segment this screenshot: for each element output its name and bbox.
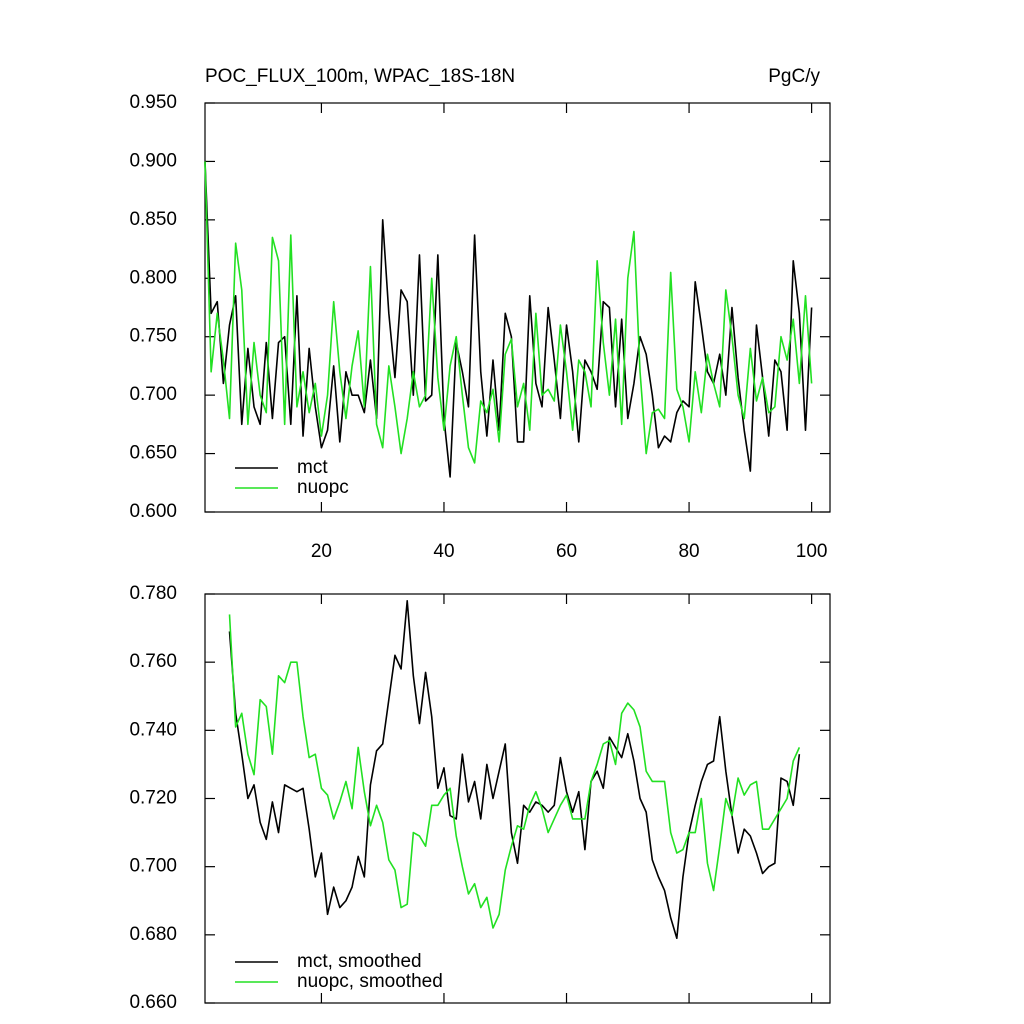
x-tick-label: 80 bbox=[678, 541, 699, 562]
y-tick-label: 0.760 bbox=[129, 651, 177, 672]
plot-frame bbox=[204, 102, 831, 513]
legend-label: nuopc, smoothed bbox=[297, 971, 443, 992]
y-tick-label: 0.600 bbox=[129, 501, 177, 522]
x-tick-label: 40 bbox=[433, 541, 454, 562]
y-tick-label: 0.660 bbox=[129, 992, 177, 1013]
series-line bbox=[204, 161, 813, 464]
y-tick-label: 0.850 bbox=[129, 209, 177, 230]
y-tick-label: 0.900 bbox=[129, 150, 177, 171]
y-tick-label: 0.650 bbox=[129, 443, 177, 464]
series-line bbox=[228, 600, 801, 940]
legend-label: mct bbox=[297, 457, 328, 478]
y-tick-label: 0.700 bbox=[129, 384, 177, 405]
y-tick-label: 0.780 bbox=[129, 583, 177, 604]
legend-label: mct, smoothed bbox=[297, 951, 422, 972]
chart-title: POC_FLUX_100m, WPAC_18S-18N bbox=[205, 66, 515, 87]
legend-label: nuopc bbox=[297, 477, 349, 498]
y-tick-label: 0.740 bbox=[129, 719, 177, 740]
x-tick-label: 20 bbox=[311, 541, 332, 562]
y-tick-label: 0.750 bbox=[129, 326, 177, 347]
x-tick-label: 100 bbox=[796, 541, 828, 562]
y-tick-label: 0.680 bbox=[129, 924, 177, 945]
series-line bbox=[228, 614, 801, 929]
units-title: PgC/y bbox=[768, 66, 820, 87]
y-tick-label: 0.700 bbox=[129, 856, 177, 877]
y-tick-label: 0.950 bbox=[129, 92, 177, 113]
x-tick-label: 60 bbox=[556, 541, 577, 562]
y-tick-label: 0.800 bbox=[129, 267, 177, 288]
y-tick-label: 0.720 bbox=[129, 788, 177, 809]
